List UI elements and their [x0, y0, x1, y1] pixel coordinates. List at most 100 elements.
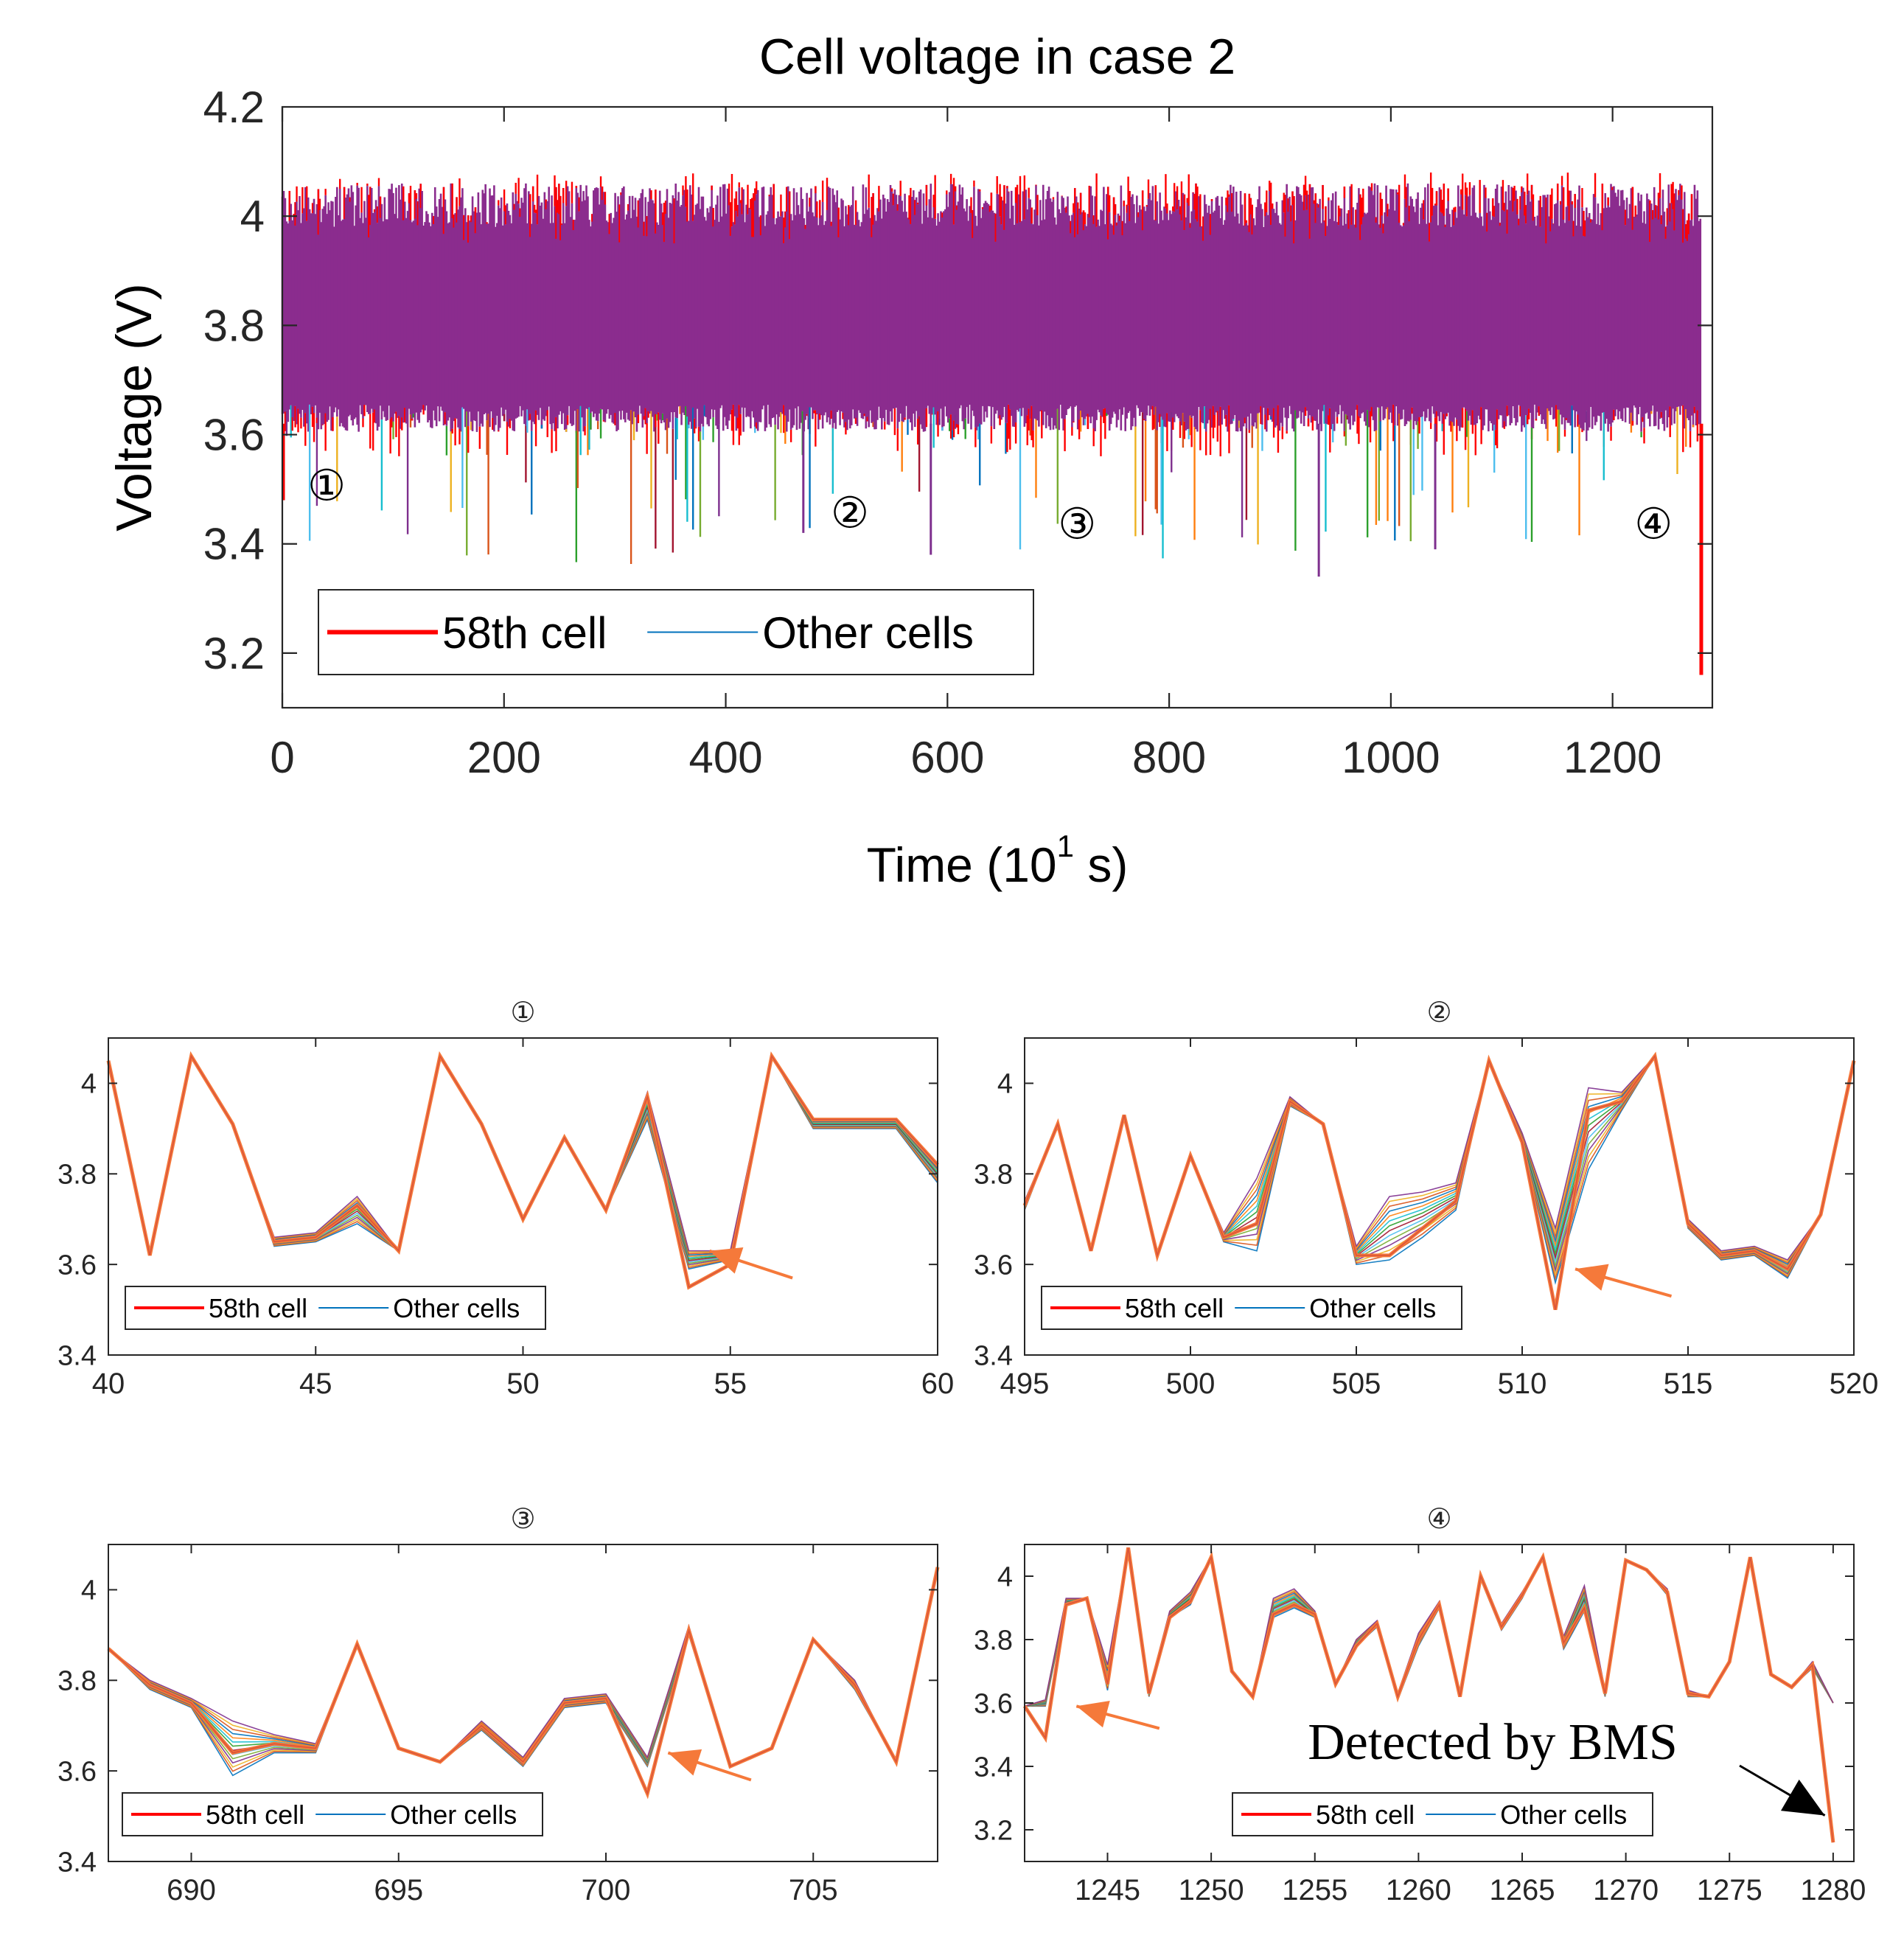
legend-label-58th-cell: 58th cell	[1316, 1800, 1415, 1830]
y-tick-label: 3.8	[57, 1160, 97, 1191]
y-tick-label: 3.4	[57, 1847, 97, 1878]
other-cell-trace	[1024, 1054, 1855, 1264]
plot-frame	[281, 105, 1714, 709]
traces	[107, 1567, 940, 1800]
other-cell-trace	[1024, 1054, 1855, 1285]
cell58-trace-core	[1024, 1054, 1855, 1310]
other-cell-trace	[108, 1054, 938, 1256]
axes-zoom4: 3.2 3.4 3.6 3.8 4 1245 1250 1255 1260 1265 1270 127…	[974, 1544, 1866, 1906]
y-tick-label: 3.4	[57, 1340, 97, 1371]
y-tick-label: 4	[81, 1575, 97, 1606]
panel-zoom3: ③	[107, 1504, 940, 1800]
other-cell-trace	[1024, 1054, 1855, 1268]
other-cell-trace	[108, 1054, 938, 1260]
annotation-detected-by-bms: Detected by BMS	[1308, 1714, 1678, 1771]
x-tick-label: 200	[467, 733, 541, 782]
region-marker-3: ③	[1058, 500, 1096, 548]
legend-label-58th-cell: 58th cell	[209, 1293, 307, 1323]
other-cell-trace	[108, 1054, 938, 1256]
traces	[1022, 1547, 1835, 1843]
other-cell-trace	[1024, 1054, 1855, 1272]
x-tick-label: 0	[270, 733, 294, 782]
x-tick-label: 55	[714, 1368, 747, 1400]
cell58-trace	[107, 1567, 940, 1800]
x-axis-label-exponent: 1	[1057, 829, 1074, 863]
other-cell-trace	[108, 1054, 938, 1256]
panel-title: ②	[1426, 997, 1451, 1028]
other-cell-trace	[108, 1054, 938, 1263]
y-tick-label: 3.6	[57, 1756, 97, 1787]
y-tick-label: 4	[240, 192, 265, 241]
x-tick-label: 695	[374, 1874, 423, 1906]
other-cell-trace	[108, 1054, 938, 1266]
other-cell-trace	[1024, 1054, 1855, 1261]
other-cell-trace	[108, 1567, 938, 1768]
y-axis-label: Voltage (V)	[106, 283, 162, 531]
y-tick-label: 3.8	[974, 1160, 1013, 1191]
traces	[106, 1051, 939, 1290]
other-cell-trace	[108, 1054, 938, 1270]
y-tick-label: 3.6	[974, 1250, 1013, 1281]
x-axis-label-main: Time (10	[867, 837, 1057, 892]
y-tick-label: 3.8	[203, 301, 265, 350]
other-cell-trace	[1024, 1054, 1855, 1265]
x-tick-label: 400	[688, 733, 762, 782]
x-tick-label: 800	[1132, 733, 1206, 782]
other-cell-trace	[108, 1054, 938, 1261]
orange-arrow-head	[1575, 1264, 1609, 1291]
legend-label-58th-cell: 58th cell	[442, 608, 607, 658]
legend: 58th cell Other cells	[125, 1286, 546, 1330]
other-cell-trace	[108, 1567, 938, 1768]
cell58-trace-core	[108, 1054, 938, 1289]
y-tick-label: 3.4	[974, 1340, 1013, 1371]
legend-label-58th-cell: 58th cell	[206, 1800, 304, 1830]
other-cell-trace	[108, 1054, 938, 1258]
x-axis-label: Time (101 s)	[867, 829, 1129, 892]
other-cell-trace	[108, 1054, 938, 1264]
x-tick-label: 1270	[1593, 1874, 1659, 1906]
x-tick-label: 520	[1830, 1368, 1879, 1400]
other-cell-trace	[108, 1054, 938, 1259]
axes-zoom3: 3.4 3.6 3.8 4 690 695 700 705	[57, 1544, 938, 1906]
panel-zoom2: ②	[1022, 997, 1856, 1311]
region-marker-4: ④	[1634, 500, 1673, 548]
legend-label-other-cells: Other cells	[1309, 1293, 1436, 1323]
other-cell-trace	[108, 1054, 938, 1256]
region-marker-2: ②	[831, 490, 869, 537]
x-tick-label: 50	[506, 1368, 540, 1400]
orange-arrow-head	[1076, 1701, 1110, 1728]
x-tick-label: 60	[921, 1368, 955, 1400]
x-tick-label: 495	[1000, 1368, 1050, 1400]
other-cell-trace	[1024, 1054, 1855, 1269]
cell58-trace	[106, 1051, 939, 1290]
y-tick-label: 3.4	[203, 520, 265, 569]
axes-zoom2: 3.4 3.6 3.8 4 495 500 505 510 515 520	[974, 1037, 1879, 1400]
y-tick-label: 3.2	[203, 629, 265, 678]
other-cell-trace	[108, 1567, 938, 1768]
y-tick-label: 3.4	[974, 1752, 1013, 1783]
x-tick-label: 45	[299, 1368, 332, 1400]
other-cell-trace	[1024, 1054, 1855, 1267]
y-tick-label: 3.6	[974, 1688, 1013, 1719]
other-cell-trace	[1024, 1054, 1855, 1271]
region-marker-1: ①	[307, 462, 346, 509]
other-cell-trace	[108, 1567, 938, 1768]
y-tick-label: 3.6	[57, 1250, 97, 1281]
x-tick-label: 1245	[1075, 1874, 1140, 1906]
x-tick-label: 1280	[1800, 1874, 1866, 1906]
x-tick-label: 700	[582, 1874, 631, 1906]
x-axis-label-end: s)	[1074, 837, 1128, 892]
y-tick-label: 4	[81, 1069, 97, 1100]
other-cell-trace	[108, 1567, 938, 1772]
other-cell-trace	[108, 1567, 938, 1768]
other-cell-trace	[1024, 1054, 1855, 1274]
x-tick-label: 500	[1166, 1368, 1216, 1400]
orange-arrow-head	[709, 1247, 744, 1274]
other-cell-trace	[1024, 1054, 1855, 1275]
x-tick-label: 515	[1664, 1368, 1713, 1400]
legend-label-other-cells: Other cells	[762, 608, 974, 658]
plot-frame	[108, 1544, 938, 1862]
x-tick-label: 1265	[1490, 1874, 1555, 1906]
traces	[1022, 1051, 1856, 1311]
